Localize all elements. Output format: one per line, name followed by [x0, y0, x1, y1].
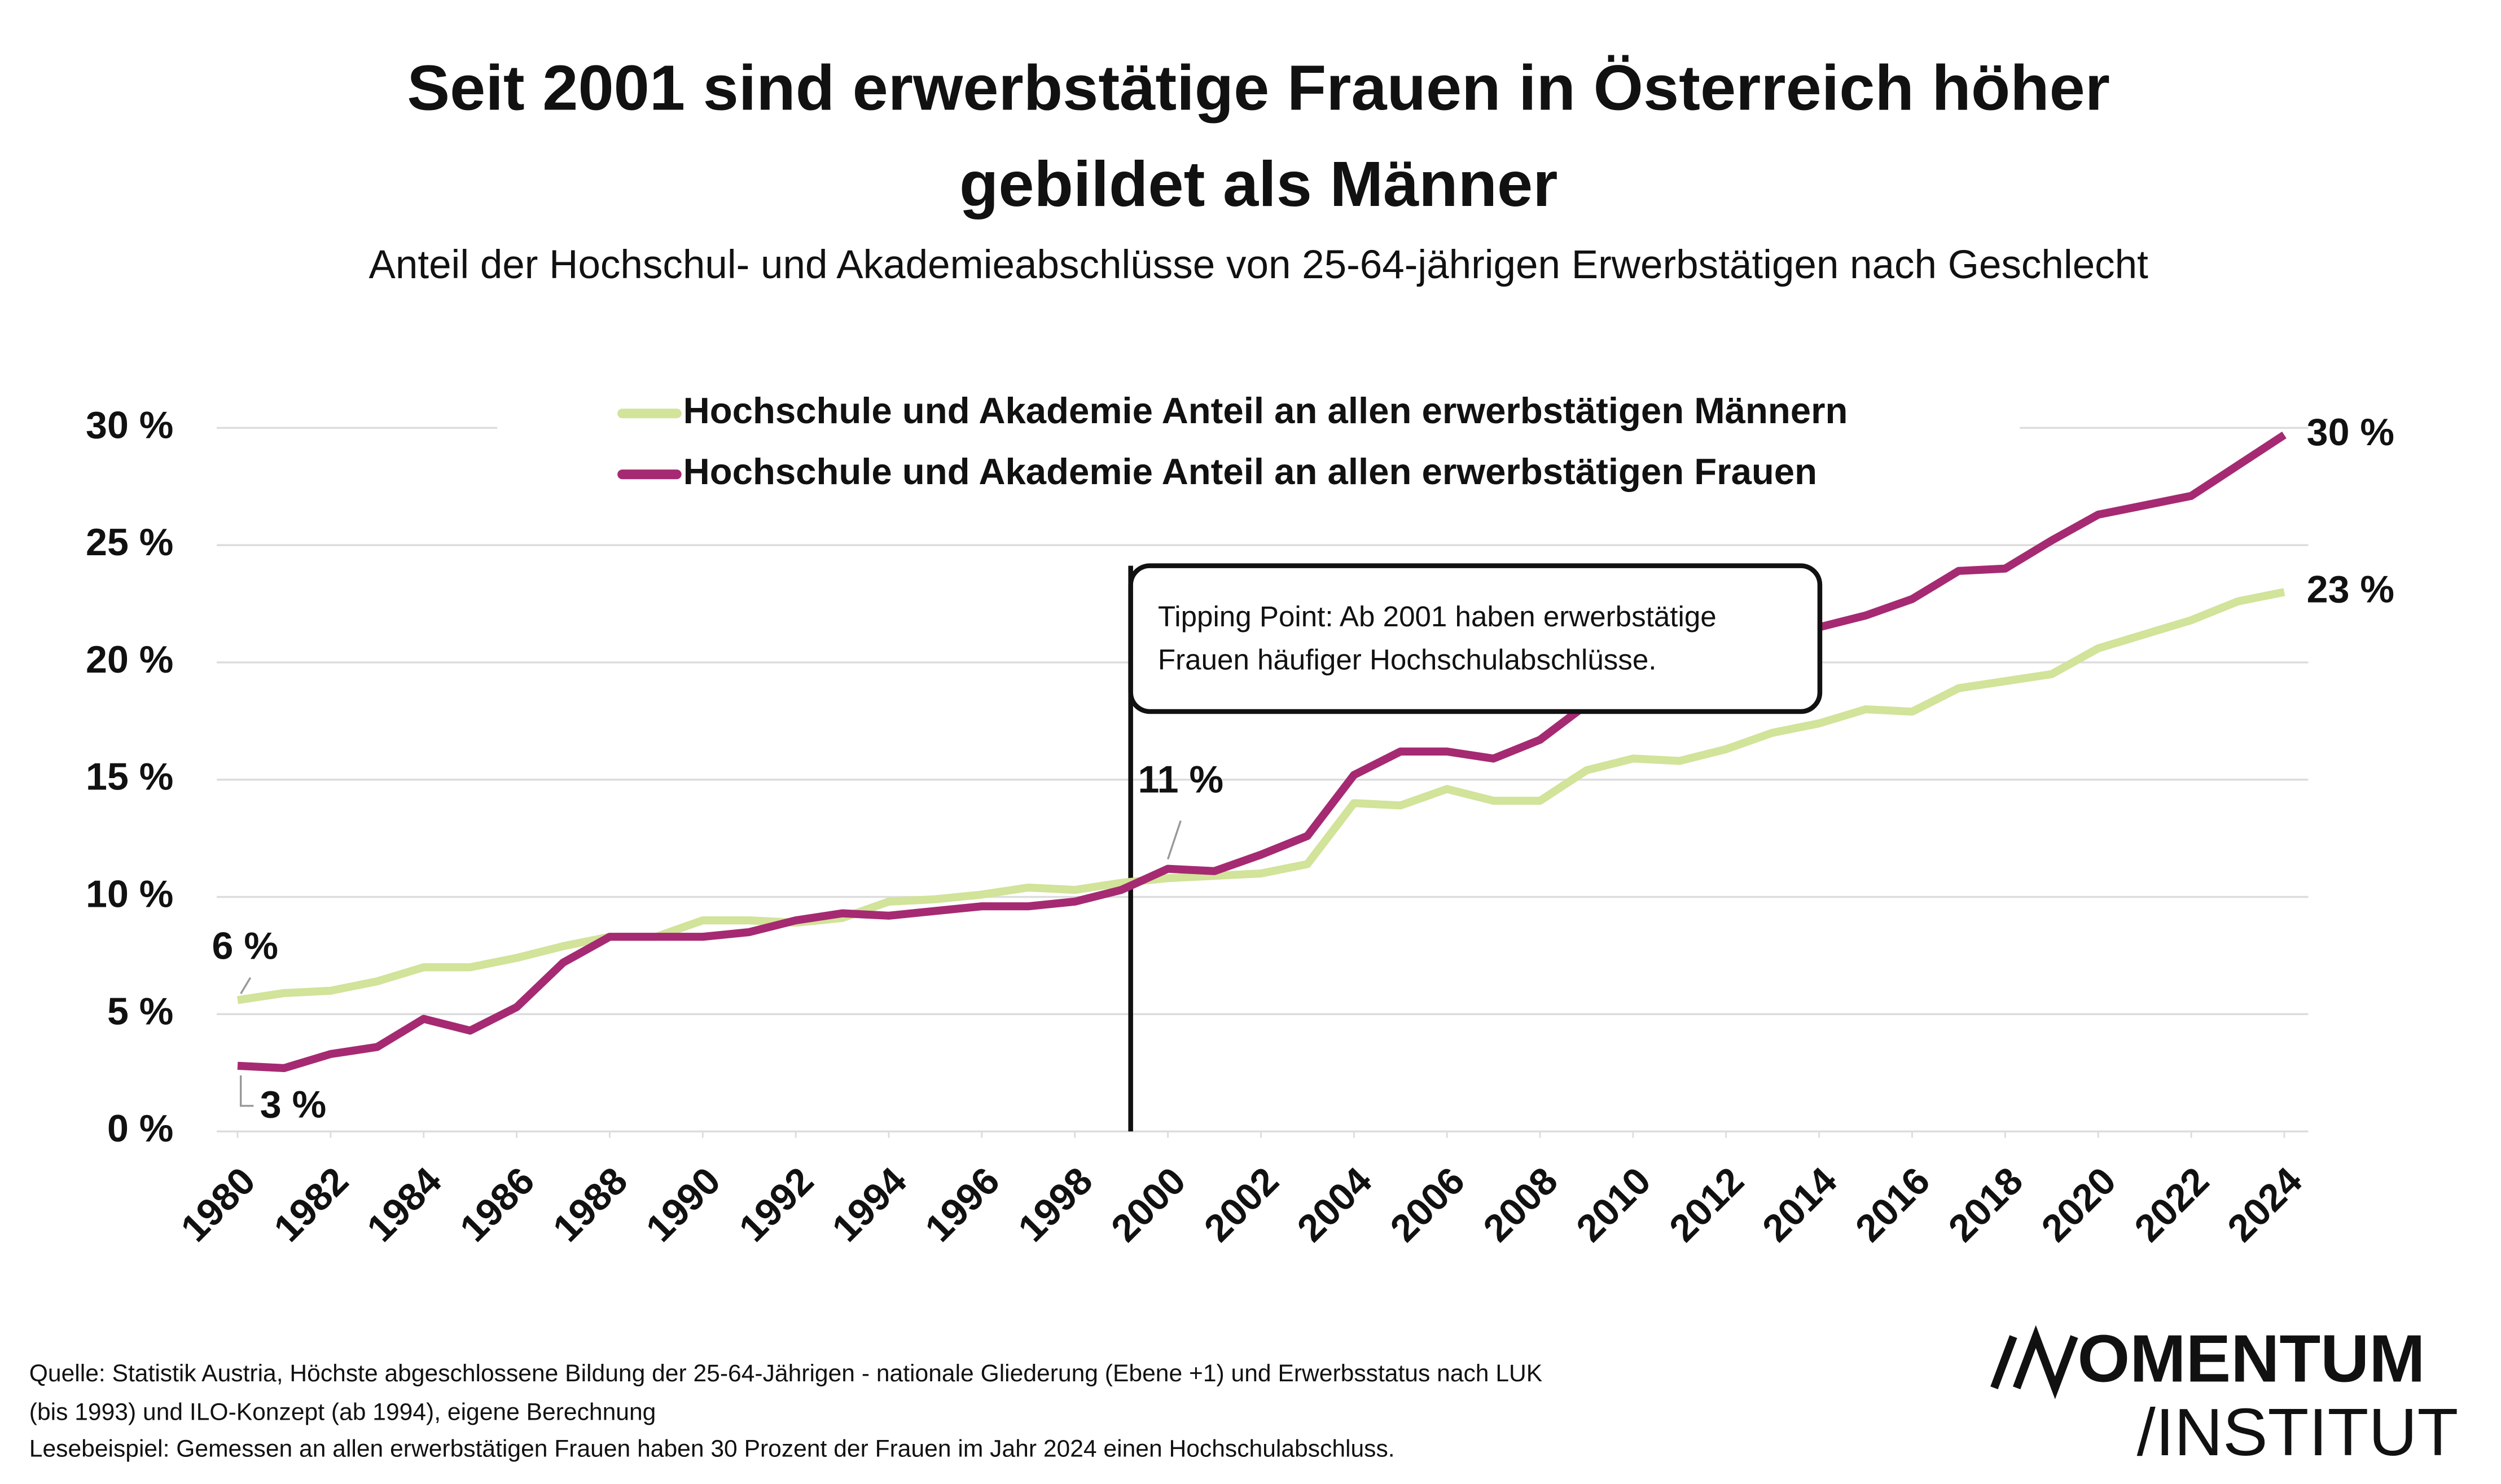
- x-tick-label: 1998: [1010, 1159, 1101, 1250]
- footer-text: Lesebeispiel: Gemessen an allen erwerbst…: [29, 1435, 1395, 1463]
- chart-title: Seit 2001 sind erwerbstätige Frauen in Ö…: [407, 52, 2110, 124]
- chart-subtitle: Anteil der Hochschul- und Akademieabschl…: [368, 243, 2148, 287]
- x-tick-label: 2024: [2219, 1159, 2310, 1250]
- data-line: [237, 431, 2287, 1073]
- legend-label: Hochschule und Akademie Anteil an allen …: [683, 390, 1848, 431]
- label-leader: [240, 977, 252, 994]
- legend-label: Hochschule und Akademie Anteil an allen …: [683, 451, 1817, 492]
- x-tick-label: 2020: [2033, 1159, 2124, 1250]
- y-tick-label: 20 %: [86, 638, 173, 681]
- logo-text: /INSTITUT: [2137, 1395, 2459, 1470]
- legend-background: [497, 376, 2020, 508]
- footer-text: (bis 1993) und ILO-Konzept (ab 1994), ei…: [29, 1398, 656, 1425]
- footer-text: Quelle: Statistik Austria, Höchste abges…: [29, 1360, 1542, 1387]
- y-tick-label: 25 %: [86, 521, 173, 564]
- x-tick-label: 1996: [917, 1159, 1008, 1250]
- x-tick-label: 2018: [1940, 1159, 2031, 1250]
- x-tick-label: 1992: [731, 1159, 822, 1250]
- data-line: [236, 588, 2285, 1004]
- annotation-text: Tipping Point: Ab 2001 haben erwerbstäti…: [1158, 600, 1717, 633]
- chart-title: gebildet als Männer: [959, 148, 1557, 220]
- x-tick-label: 2006: [1382, 1159, 1473, 1250]
- annotation-box: [1128, 563, 1823, 714]
- y-tick-label: 5 %: [107, 990, 173, 1033]
- x-tick-label: 2012: [1661, 1159, 1752, 1250]
- y-tick-label: 15 %: [86, 756, 173, 798]
- x-tick-label: 2000: [1103, 1159, 1194, 1250]
- data-label: 11 %: [1138, 758, 1224, 801]
- x-tick-label: 1990: [638, 1159, 729, 1250]
- x-tick-label: 1980: [173, 1159, 264, 1250]
- x-tick-label: 2010: [1568, 1159, 1659, 1250]
- y-tick-label: 30 %: [86, 403, 173, 446]
- label-leader: [1166, 820, 1182, 860]
- logo-mark: [1990, 1325, 2078, 1399]
- data-label: 30 %: [2307, 411, 2394, 454]
- x-tick-label: 1984: [359, 1159, 450, 1250]
- x-tick-label: 2004: [1289, 1159, 1380, 1250]
- x-tick-label: 1986: [452, 1159, 543, 1250]
- x-tick-label: 2022: [2126, 1159, 2217, 1250]
- x-tick-label: 1982: [266, 1159, 357, 1250]
- annotation-text: Frauen häufiger Hochschulabschlüsse.: [1158, 643, 1657, 675]
- x-tick-label: 2002: [1196, 1159, 1287, 1250]
- data-label: 6 %: [212, 925, 278, 968]
- data-label: 23 %: [2307, 568, 2394, 611]
- y-tick-label: 10 %: [86, 873, 173, 916]
- y-tick-label: 0 %: [107, 1107, 173, 1150]
- x-tick-label: 1988: [545, 1159, 636, 1250]
- label-leader: [239, 1075, 254, 1107]
- x-tick-label: 1994: [824, 1159, 915, 1250]
- x-tick-label: 2016: [1848, 1159, 1938, 1250]
- x-tick-label: 2014: [1754, 1159, 1845, 1250]
- x-tick-label: 2008: [1475, 1159, 1566, 1250]
- logo-text: OMENTUM: [2078, 1321, 2425, 1397]
- data-label: 3 %: [260, 1083, 326, 1126]
